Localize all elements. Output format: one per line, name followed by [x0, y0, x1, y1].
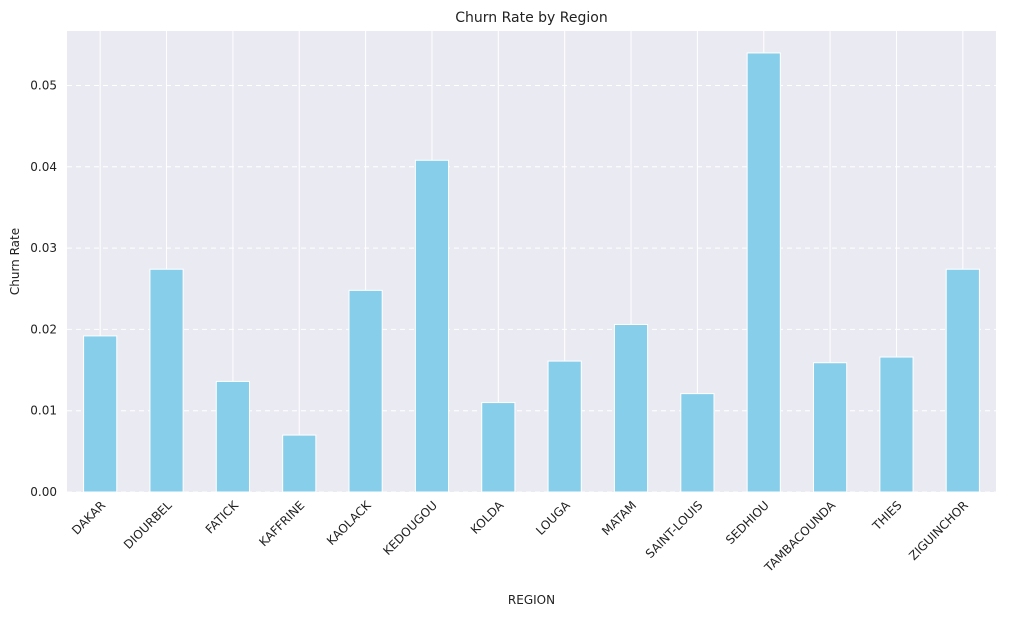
bars [83, 52, 980, 493]
y-tick-label: 0.01 [30, 404, 57, 418]
x-tick-label: SEDHIOU [723, 498, 772, 547]
x-tick-label: KAOLACK [324, 497, 375, 548]
x-axis-ticks: DAKAR DIOURBEL FATICK KAFFRINE KAOLACK KEDOUG… [69, 497, 971, 575]
x-tick-label: MATAM [599, 498, 639, 538]
chart-title: Churn Rate by Region [455, 10, 607, 26]
x-tick-label: DIOURBEL [121, 498, 175, 552]
bar-kaffrine [282, 434, 317, 493]
bar-matam [613, 324, 649, 493]
bar-kedougou [414, 159, 450, 493]
x-tick-label: KOLDA [468, 498, 507, 537]
y-tick-label: 0.00 [30, 485, 57, 499]
x-tick-label: THIES [869, 498, 904, 533]
x-tick-label: DAKAR [69, 498, 108, 537]
x-tick-label: FATICK [203, 497, 242, 536]
y-tick-label: 0.03 [30, 241, 57, 255]
bar-sedhiou [746, 52, 781, 493]
y-axis-label: Churn Rate [8, 228, 22, 295]
x-tick-label: KAFFRINE [256, 498, 307, 549]
x-axis-label: REGION [508, 593, 555, 607]
bar-kolda [481, 402, 516, 493]
y-tick-label: 0.04 [30, 160, 57, 174]
x-tick-label: ZIGUINCHOR [906, 498, 971, 563]
bar-saint-louis [680, 393, 715, 493]
bar-kaolack [348, 289, 383, 493]
x-tick-label: KEDOUGOU [380, 498, 440, 558]
bar-louga [547, 360, 582, 493]
bar-dakar [83, 335, 118, 493]
y-axis-ticks: 0.00 0.01 0.02 0.03 0.04 0.05 [30, 78, 57, 499]
bar-tambacounda [813, 362, 848, 493]
x-tick-label: LOUGA [533, 498, 573, 538]
y-tick-label: 0.05 [30, 78, 57, 92]
x-tick-label: TAMBACOUNDA [761, 498, 839, 576]
plot-area [67, 31, 996, 492]
y-tick-label: 0.02 [30, 322, 57, 336]
bar-diourbel [149, 268, 184, 493]
x-tick-label: SAINT-LOUIS [643, 498, 706, 561]
bar-ziguinchor [945, 268, 980, 493]
bar-fatick [215, 380, 250, 493]
bar-thies [879, 356, 914, 493]
